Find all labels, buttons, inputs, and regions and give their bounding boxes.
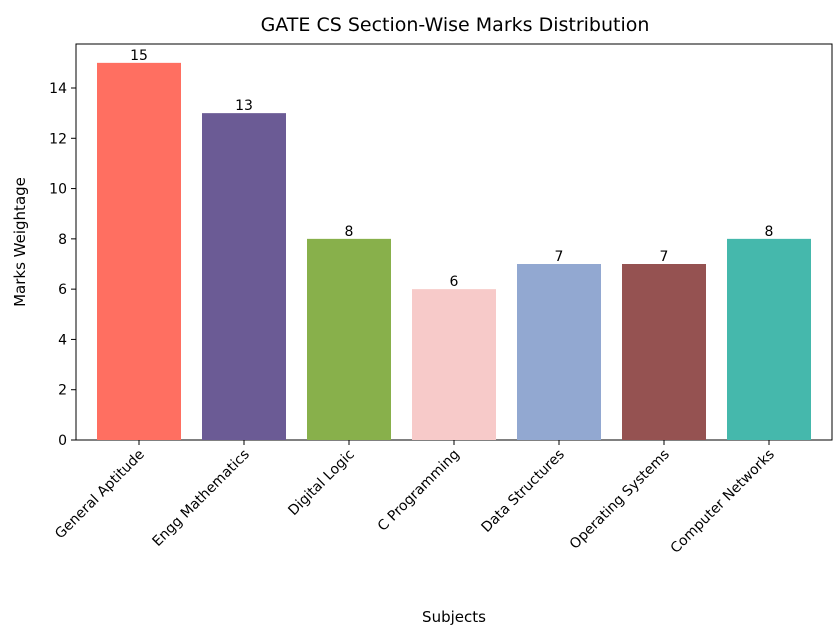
bar-6 [727,238,811,440]
value-label-5: 7 [660,249,669,265]
y-tick-label-4: 8 [58,232,67,248]
value-labels-group: 15 13 8 6 7 7 8 [130,48,773,290]
value-label-6: 8 [765,224,774,240]
bar-0 [97,62,181,440]
y-tick-label-6: 12 [49,131,67,147]
y-axis: 0 2 4 6 8 10 12 14 [49,81,76,449]
bars-group [97,62,811,441]
x-tick-label-2: Digital Logic [285,447,357,519]
bar-5 [622,264,706,440]
x-tick-label-3: C Programming [375,447,463,535]
x-axis: General Aptitude Engg Mathematics Digital … [52,440,778,557]
y-tick-label-7: 14 [49,81,67,97]
y-tick-label-2: 4 [58,332,67,348]
y-tick-label-3: 6 [58,282,67,298]
value-label-1: 13 [235,98,253,114]
value-label-2: 8 [345,224,354,240]
value-label-3: 6 [450,274,459,290]
y-axis-label: Marks Weightage [11,177,29,307]
x-tick-label-5: Operating Systems [567,447,673,553]
bar-4 [517,264,601,440]
bar-1 [202,113,286,441]
value-label-0: 15 [130,48,148,64]
x-tick-label-6: Computer Networks [668,447,778,557]
y-tick-label-5: 10 [49,182,67,198]
x-tick-label-4: Data Structures [479,447,568,536]
x-axis-label: Subjects [422,608,486,625]
value-label-4: 7 [555,249,564,265]
bar-2 [307,238,391,440]
chart-title: GATE CS Section-Wise Marks Distribution [261,14,650,36]
bar-3 [412,289,496,440]
x-tick-label-1: Engg Mathematics [149,447,252,550]
y-tick-label-1: 2 [58,383,67,399]
x-tick-label-0: General Aptitude [52,447,148,543]
y-tick-label-0: 0 [58,433,67,449]
